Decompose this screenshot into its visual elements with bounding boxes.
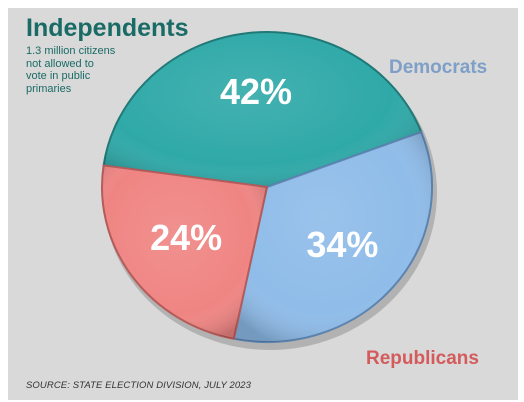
legend-label-democrats: Democrats: [389, 57, 488, 78]
annotation-line: not allowed to: [26, 57, 94, 70]
annotation-line: vote in public: [26, 70, 91, 82]
pie-slice-shading: [233, 131, 433, 342]
annotation-line: primaries: [26, 82, 72, 95]
pie-slice-shading: [102, 165, 268, 339]
source-note: SOURCE: STATE ELECTION DIVISION, JULY 20…: [26, 380, 252, 391]
pie-value-labels: 42% 34% 24%: [150, 71, 378, 265]
annotation-line: 1.3 million citizens: [26, 45, 116, 57]
pie-slices: [101, 31, 433, 343]
legend-label-independents: Independents: [26, 14, 189, 42]
independents-annotation: 1.3 million citizens not allowed to vote…: [26, 45, 156, 95]
pie-value-label-republicans: 24%: [150, 217, 222, 258]
legend-label-republicans: Republicans: [366, 348, 479, 369]
pie-value-label-independents: 42%: [220, 71, 292, 112]
pie-value-label-democrats: 34%: [306, 224, 378, 265]
pie-slice-shading: [103, 32, 422, 188]
